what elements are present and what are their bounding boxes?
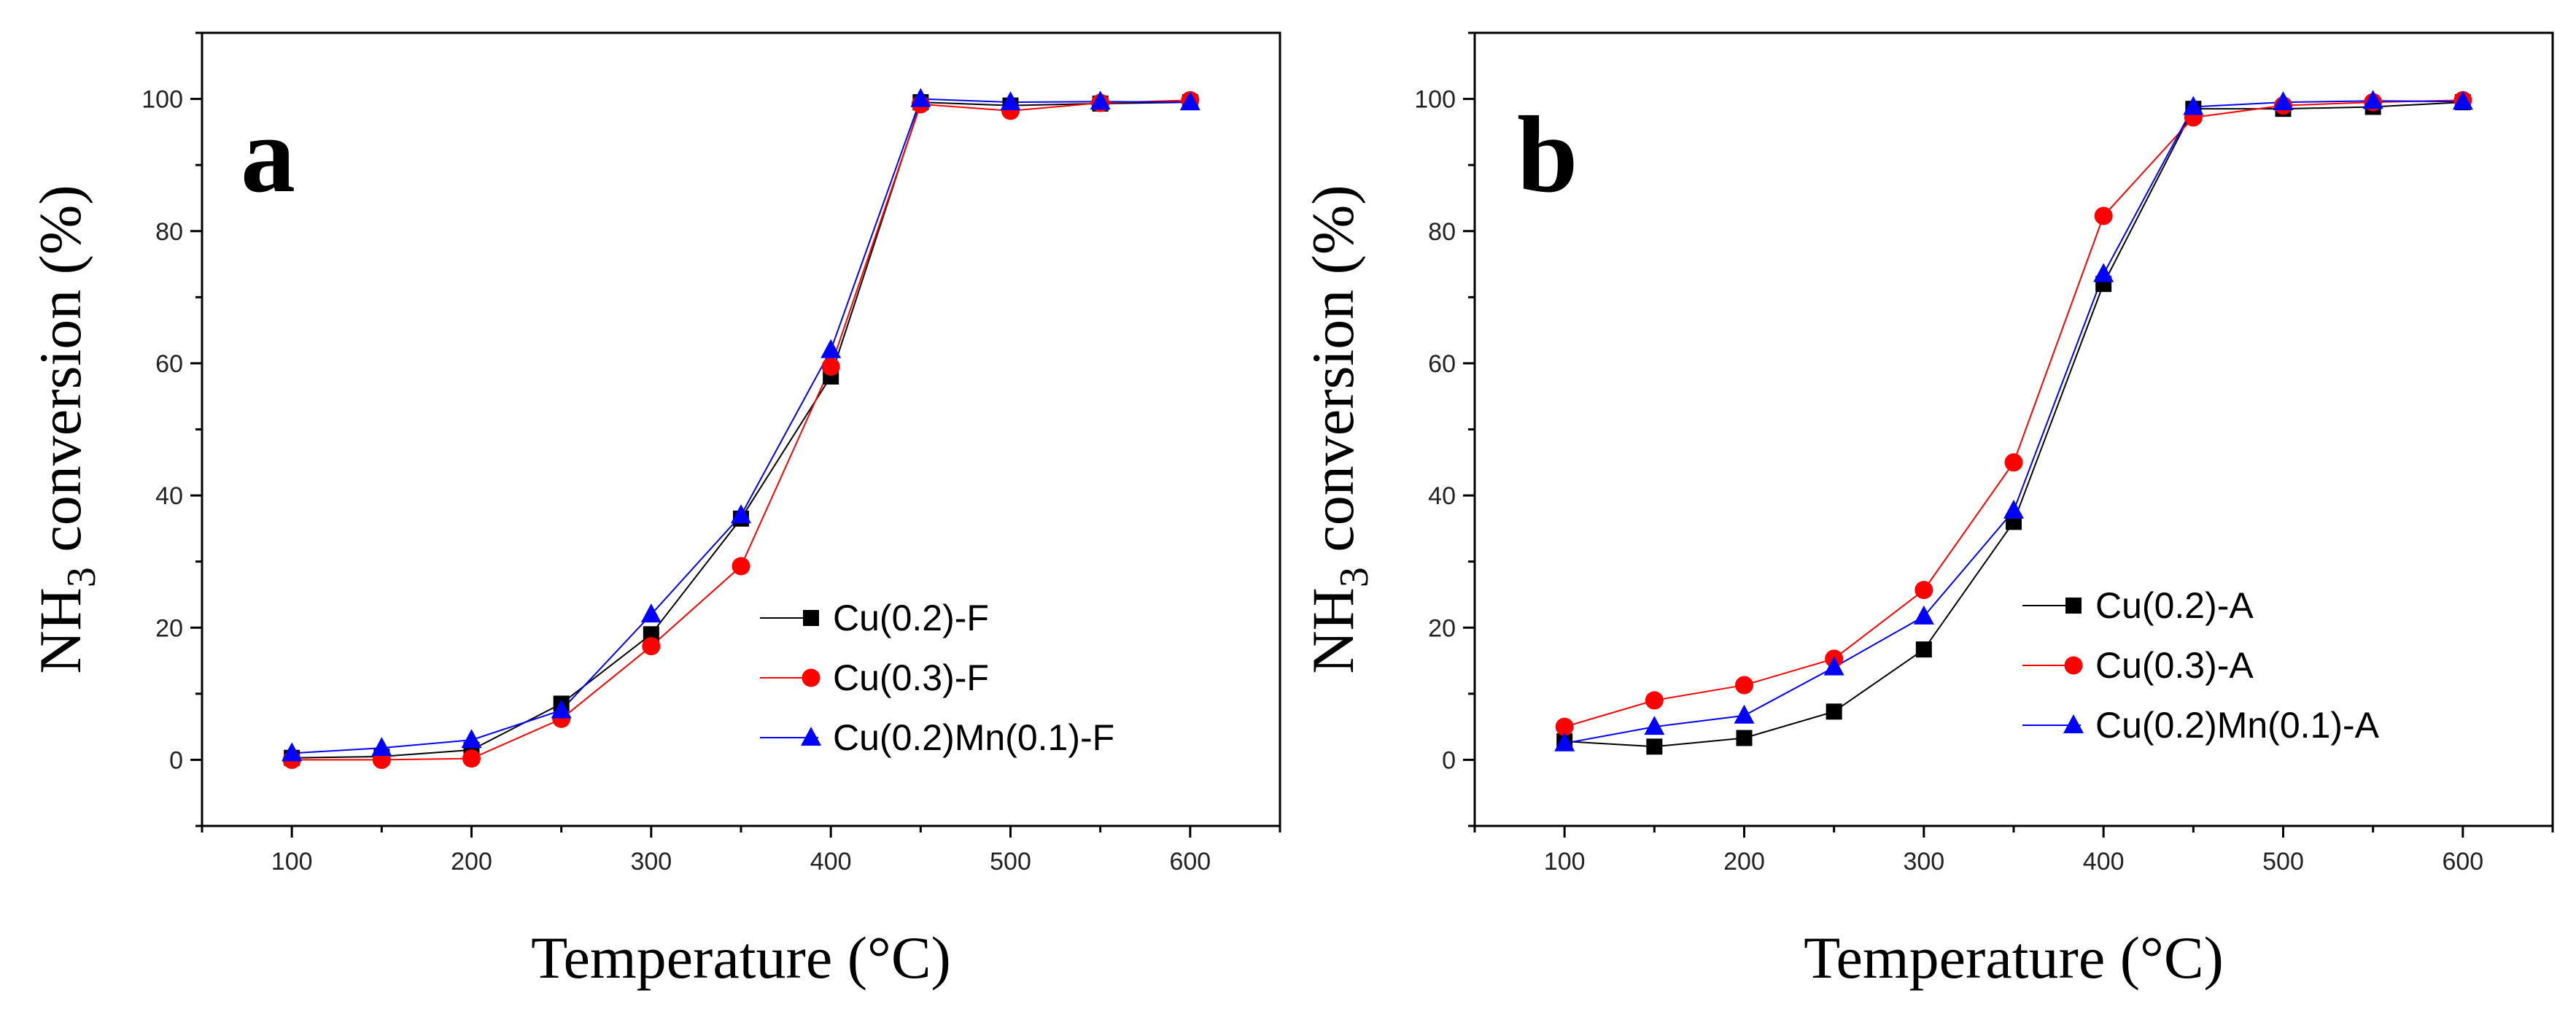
data-point-series-3 (461, 729, 482, 749)
y-axis-title-subscript: 3 (1332, 567, 1377, 587)
legend-label: Cu(0.3)-A (2095, 645, 2254, 686)
data-point-series-3 (2183, 96, 2204, 115)
panel-a: 100 200 300 400 500 600 0 20 40 60 80 100 Temperatur… (27, 31, 1281, 991)
data-point-series-3 (640, 603, 662, 623)
data-point-series-1 (1646, 738, 1663, 755)
x-tick-label: 600 (1169, 848, 1211, 876)
series-line-3 (292, 98, 1190, 754)
x-tick-label: 400 (2083, 848, 2125, 876)
y-axis-title-main: NH (27, 587, 93, 673)
legend-marker (803, 610, 819, 626)
data-point-series-3 (820, 339, 842, 358)
x-tick-label: 500 (990, 848, 1031, 876)
x-axis-title: Temperature (°C) (531, 924, 951, 991)
data-point-series-1 (1915, 641, 1932, 658)
y-axis-title: NH3 conversion (%) (1300, 185, 1377, 673)
legend-label: Cu(0.2)-F (833, 598, 989, 638)
x-tick-label: 400 (810, 848, 852, 876)
x-tick-label: 500 (2262, 848, 2304, 876)
data-point-series-2 (1645, 691, 1664, 710)
x-tick-label: 200 (451, 848, 492, 876)
data-point-series-3 (1734, 704, 1755, 724)
panel-label: a (241, 94, 295, 215)
data-point-series-3 (910, 88, 931, 107)
data-point-series-3 (1090, 90, 1111, 110)
series-line-2 (1564, 99, 2463, 728)
x-tick-label: 100 (1544, 848, 1586, 876)
legend-marker (2065, 598, 2082, 614)
data-point-series-3 (2003, 499, 2024, 519)
y-axis-title-rest: conversion (%) (1300, 185, 1366, 567)
data-point-series-3 (551, 699, 572, 719)
data-point-series-2 (642, 637, 661, 656)
panel-b: 100 200 300 400 500 600 0 20 40 60 80 100 Temperatur… (1300, 31, 2554, 991)
data-point-series-3 (1000, 91, 1021, 111)
x-tick-label: 300 (630, 848, 672, 876)
y-tick-label: 80 (155, 218, 183, 246)
y-tick-label: 60 (1428, 350, 1456, 378)
y-tick-label: 40 (155, 482, 183, 510)
data-point-series-2 (462, 749, 481, 768)
data-point-series-3 (1913, 605, 1934, 625)
series-line-1 (1564, 101, 2463, 748)
data-point-series-3 (731, 504, 751, 524)
y-axis-title-rest: conversion (%) (27, 185, 93, 567)
data-point-series-3 (371, 737, 392, 757)
data-point-series-2 (732, 557, 750, 576)
y-tick-label: 20 (155, 614, 183, 642)
plot-frame (1473, 31, 2554, 827)
data-point-series-3 (282, 742, 303, 762)
x-axis-title: Temperature (°C) (1804, 924, 2224, 991)
legend-label: Cu(0.2)-A (2095, 585, 2254, 626)
panel-label: b (1517, 94, 1578, 215)
data-point-series-3 (2362, 90, 2383, 109)
x-tick-label: 600 (2442, 848, 2483, 876)
y-tick-label: 80 (1428, 218, 1456, 246)
data-point-series-2 (2004, 453, 2023, 472)
data-point-series-2 (821, 357, 840, 376)
plot-frame (201, 31, 1281, 827)
series-line-3 (1564, 100, 2463, 744)
data-point-series-3 (2273, 91, 2294, 111)
legend-label: Cu(0.3)-F (833, 657, 989, 698)
data-point-series-1 (1736, 730, 1753, 746)
legend-marker (802, 668, 820, 687)
legend-marker (2064, 656, 2083, 675)
y-axis-title-main: NH (1300, 587, 1366, 673)
y-tick-label: 0 (169, 746, 183, 774)
series-line-2 (292, 99, 1190, 761)
data-point-series-3 (1554, 732, 1575, 752)
data-point-series-3 (2452, 90, 2473, 110)
y-axis-title-subscript: 3 (59, 567, 104, 587)
x-tick-label: 200 (1723, 848, 1765, 876)
x-tick-label: 300 (1903, 848, 1944, 876)
legend-label: Cu(0.2)Mn(0.1)-F (833, 717, 1114, 758)
series-line-1 (292, 101, 1190, 759)
data-point-series-3 (1823, 656, 1844, 676)
data-point-series-2 (1735, 676, 1753, 695)
y-tick-label: 20 (1428, 614, 1456, 642)
x-tick-label: 100 (271, 848, 313, 876)
data-point-series-3 (2093, 263, 2114, 282)
legend-marker (801, 727, 821, 746)
data-point-series-2 (2094, 206, 2113, 225)
data-point-series-2 (1555, 717, 1574, 736)
data-point-series-3 (1179, 91, 1200, 111)
y-tick-label: 40 (1428, 482, 1456, 510)
data-point-series-2 (1914, 581, 1933, 600)
data-point-series-1 (1826, 703, 1842, 720)
y-tick-label: 100 (1414, 86, 1456, 114)
data-point-series-3 (1644, 716, 1665, 735)
y-tick-label: 60 (155, 350, 183, 378)
y-tick-label: 0 (1442, 746, 1456, 774)
y-axis-title: NH3 conversion (%) (27, 185, 104, 673)
y-tick-label: 100 (141, 86, 183, 114)
legend-label: Cu(0.2)Mn(0.1)-A (2095, 705, 2380, 746)
legend-marker (2063, 714, 2084, 733)
